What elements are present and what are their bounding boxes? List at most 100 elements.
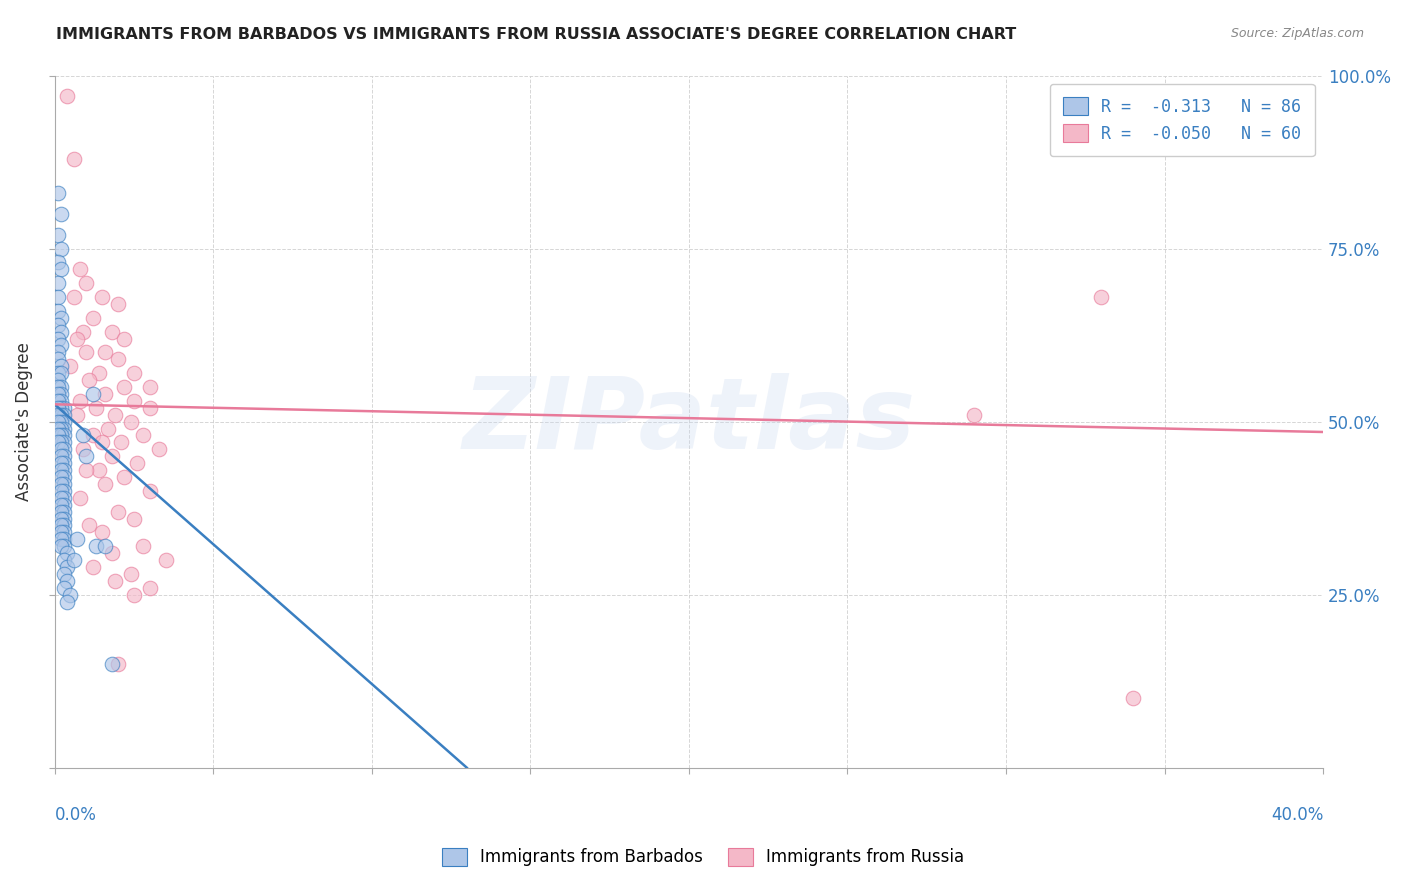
Point — [138, 581, 160, 595]
Point — [49, 470, 72, 484]
Point — [62, 290, 84, 304]
Point — [72, 442, 94, 457]
Point — [56, 560, 79, 574]
Point — [46, 435, 69, 450]
Point — [112, 470, 135, 484]
Y-axis label: Associate's Degree: Associate's Degree — [15, 343, 32, 501]
Point — [963, 408, 986, 422]
Point — [112, 332, 135, 346]
Point — [66, 533, 89, 547]
Point — [72, 428, 94, 442]
Point — [91, 435, 114, 450]
Point — [53, 435, 76, 450]
Point — [75, 276, 97, 290]
Point — [53, 428, 76, 442]
Point — [53, 498, 76, 512]
Point — [87, 463, 110, 477]
Point — [84, 401, 107, 415]
Point — [53, 581, 76, 595]
Point — [46, 186, 69, 201]
Point — [49, 338, 72, 352]
Point — [46, 408, 69, 422]
Point — [53, 566, 76, 581]
Point — [49, 207, 72, 221]
Point — [87, 366, 110, 380]
Point — [1122, 691, 1144, 706]
Point — [49, 505, 72, 519]
Point — [49, 533, 72, 547]
Legend: Immigrants from Barbados, Immigrants from Russia: Immigrants from Barbados, Immigrants fro… — [433, 839, 973, 875]
Text: 0.0%: 0.0% — [55, 805, 97, 824]
Point — [75, 449, 97, 463]
Point — [53, 415, 76, 429]
Point — [49, 435, 72, 450]
Point — [107, 505, 129, 519]
Point — [72, 325, 94, 339]
Point — [46, 255, 69, 269]
Point — [107, 657, 129, 671]
Point — [82, 310, 104, 325]
Point — [56, 594, 79, 608]
Point — [69, 393, 91, 408]
Point — [82, 560, 104, 574]
Text: 40.0%: 40.0% — [1271, 805, 1323, 824]
Point — [46, 318, 69, 332]
Point — [49, 415, 72, 429]
Point — [75, 463, 97, 477]
Point — [49, 539, 72, 553]
Point — [53, 533, 76, 547]
Point — [46, 290, 69, 304]
Point — [49, 476, 72, 491]
Point — [79, 518, 101, 533]
Legend: R =  -0.313   N = 86, R =  -0.050   N = 60: R = -0.313 N = 86, R = -0.050 N = 60 — [1050, 84, 1315, 156]
Point — [94, 539, 117, 553]
Point — [46, 227, 69, 242]
Text: IMMIGRANTS FROM BARBADOS VS IMMIGRANTS FROM RUSSIA ASSOCIATE'S DEGREE CORRELATIO: IMMIGRANTS FROM BARBADOS VS IMMIGRANTS F… — [56, 27, 1017, 42]
Point — [59, 588, 82, 602]
Point — [49, 463, 72, 477]
Point — [82, 387, 104, 401]
Point — [49, 387, 72, 401]
Point — [107, 352, 129, 367]
Point — [53, 463, 76, 477]
Point — [49, 408, 72, 422]
Point — [62, 152, 84, 166]
Point — [49, 525, 72, 540]
Point — [49, 380, 72, 394]
Point — [69, 491, 91, 505]
Point — [53, 539, 76, 553]
Point — [46, 345, 69, 359]
Point — [49, 483, 72, 498]
Point — [49, 518, 72, 533]
Point — [49, 401, 72, 415]
Point — [79, 373, 101, 387]
Point — [53, 476, 76, 491]
Point — [49, 366, 72, 380]
Point — [100, 325, 122, 339]
Point — [49, 359, 72, 374]
Point — [75, 345, 97, 359]
Point — [49, 310, 72, 325]
Point — [49, 442, 72, 457]
Point — [49, 449, 72, 463]
Point — [46, 366, 69, 380]
Point — [122, 366, 145, 380]
Point — [49, 498, 72, 512]
Point — [56, 89, 79, 103]
Point — [120, 415, 142, 429]
Point — [66, 408, 89, 422]
Point — [97, 421, 120, 435]
Point — [46, 393, 69, 408]
Point — [46, 421, 69, 435]
Point — [46, 373, 69, 387]
Point — [104, 408, 127, 422]
Point — [138, 401, 160, 415]
Text: Source: ZipAtlas.com: Source: ZipAtlas.com — [1230, 27, 1364, 40]
Point — [53, 505, 76, 519]
Point — [125, 456, 148, 470]
Point — [100, 657, 122, 671]
Point — [100, 449, 122, 463]
Point — [94, 476, 117, 491]
Point — [56, 546, 79, 560]
Point — [49, 511, 72, 525]
